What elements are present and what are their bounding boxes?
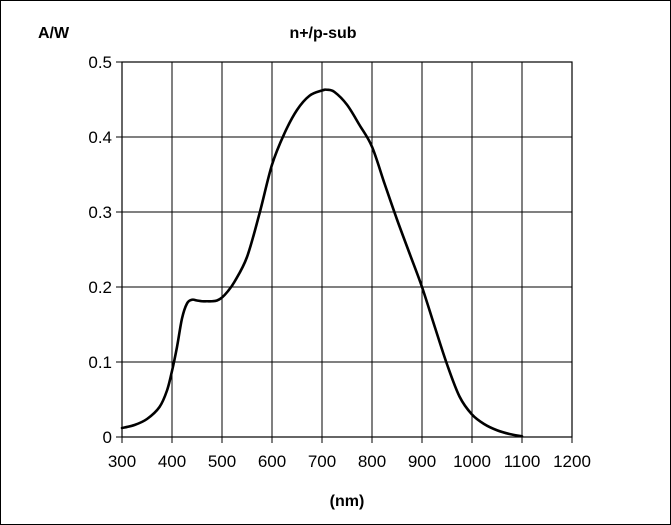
y-tick-label: 0.3	[88, 203, 112, 222]
x-axis-label: (nm)	[330, 493, 365, 510]
x-tick-label: 1200	[553, 452, 591, 471]
x-tick-label: 500	[208, 452, 236, 471]
x-tick-label: 1100	[504, 452, 541, 471]
x-tick-label: 400	[158, 452, 186, 471]
y-tick-label: 0.2	[88, 278, 112, 297]
responsivity-curve	[120, 88, 524, 438]
chart-title: n+/p-sub	[289, 25, 356, 42]
x-tick-label: 300	[108, 452, 136, 471]
x-tick-label: 900	[408, 452, 436, 471]
plot-area	[121, 61, 573, 438]
y-axis-label: A/W	[38, 25, 70, 42]
x-tick-label: 1000	[453, 452, 491, 471]
y-tick-label: 0	[103, 428, 112, 447]
y-tick-label: 0.5	[88, 53, 112, 72]
x-tick-label: 800	[358, 452, 386, 471]
x-tick-label: 600	[258, 452, 286, 471]
x-tick-label: 700	[308, 452, 336, 471]
y-tick-label: 0.1	[88, 353, 112, 372]
y-tick-label: 0.4	[88, 128, 112, 147]
